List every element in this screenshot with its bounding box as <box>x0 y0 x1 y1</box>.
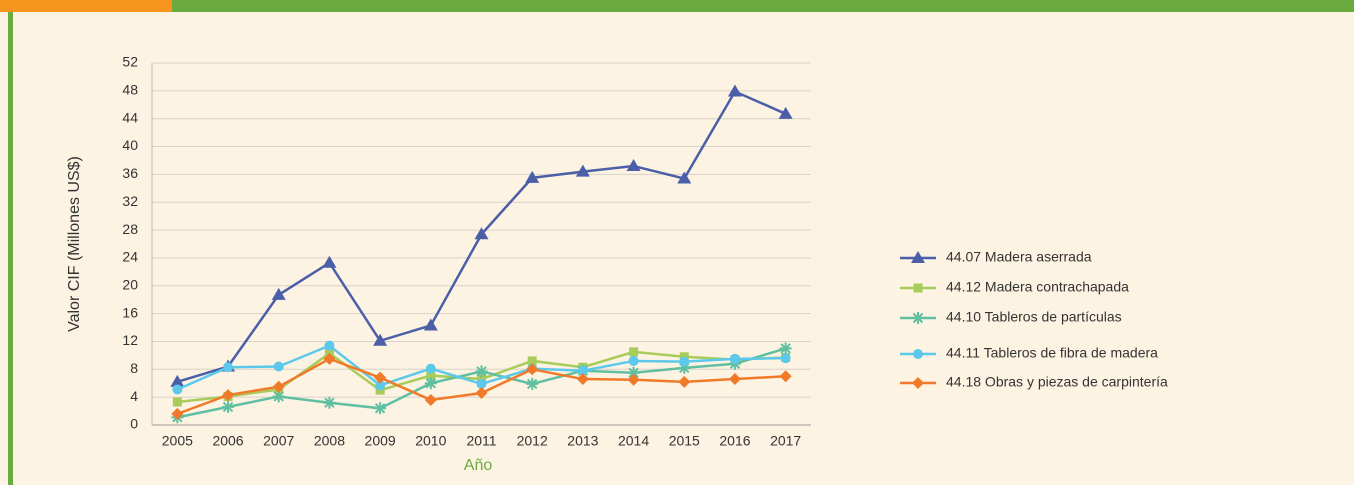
legend-label: 44.10 Tableros de partículas <box>946 309 1122 325</box>
data-point <box>526 363 539 376</box>
data-point <box>272 380 285 393</box>
y-tick-label: 8 <box>130 360 138 376</box>
y-tick-label: 52 <box>122 54 138 70</box>
data-point <box>171 407 184 420</box>
x-tick-label: 2010 <box>415 433 446 449</box>
data-point <box>627 366 640 379</box>
data-point <box>780 353 791 364</box>
data-point <box>426 371 436 381</box>
top-bar <box>0 0 1354 12</box>
data-point <box>679 356 690 367</box>
legend-marker <box>912 377 924 389</box>
y-tick-label: 28 <box>122 221 138 237</box>
data-point <box>424 393 437 406</box>
legend-marker <box>912 312 924 324</box>
x-tick-label: 2014 <box>618 433 649 449</box>
data-point <box>779 342 792 355</box>
data-point <box>677 171 692 184</box>
data-point <box>575 164 590 177</box>
data-point <box>222 400 235 413</box>
x-tick-label: 2015 <box>669 433 700 449</box>
data-point <box>629 347 639 357</box>
data-point <box>626 159 641 172</box>
x-tick-label: 2013 <box>567 433 598 449</box>
y-tick-label: 48 <box>122 82 138 98</box>
legend-marker <box>913 349 923 359</box>
x-tick-label: 2011 <box>466 433 496 449</box>
data-point <box>423 318 438 331</box>
y-tick-label: 16 <box>122 304 138 320</box>
data-point <box>170 374 185 387</box>
data-point <box>678 361 691 374</box>
legend-label: 44.11 Tableros de fibra de madera <box>946 345 1158 361</box>
data-point <box>527 356 537 366</box>
y-tick-label: 0 <box>130 416 138 432</box>
data-point <box>375 380 386 391</box>
y-axis-label: Valor CIF (Millones US$) <box>66 156 83 332</box>
x-tick-label: 2012 <box>517 433 548 449</box>
data-point <box>475 386 488 399</box>
data-point <box>223 362 234 373</box>
data-point <box>272 390 285 403</box>
data-point <box>729 353 740 364</box>
legend-marker <box>913 283 923 293</box>
data-point <box>271 287 286 300</box>
y-tick-label: 36 <box>122 165 138 181</box>
x-axis-label: Año <box>464 457 493 474</box>
data-point <box>778 106 793 119</box>
top-accent <box>0 0 172 12</box>
x-tick-label: 2017 <box>770 433 801 449</box>
x-tick-label: 2008 <box>314 433 345 449</box>
y-tick-label: 40 <box>122 137 138 153</box>
y-tick-label: 12 <box>122 332 138 348</box>
x-tick-label: 2016 <box>719 433 750 449</box>
data-point <box>374 402 387 415</box>
data-point <box>526 377 539 390</box>
data-point <box>779 370 792 383</box>
data-point <box>323 396 336 409</box>
data-point <box>322 255 337 268</box>
data-point <box>576 373 589 386</box>
data-point <box>678 375 691 388</box>
x-tick-label: 2005 <box>162 433 193 449</box>
x-tick-label: 2006 <box>212 433 243 449</box>
legend-label: 44.18 Obras y piezas de carpintería <box>946 374 1168 390</box>
y-tick-label: 32 <box>122 193 138 209</box>
legend-label: 44.07 Madera aserrada <box>946 249 1092 265</box>
legend-label: 44.12 Madera contrachapada <box>946 279 1129 295</box>
legend-marker <box>911 251 925 263</box>
data-point <box>525 170 540 183</box>
data-point <box>373 333 388 346</box>
data-point <box>474 227 489 240</box>
y-tick-label: 20 <box>122 276 138 292</box>
side-bar <box>8 12 13 485</box>
y-tick-label: 24 <box>122 249 138 265</box>
data-point <box>424 377 437 390</box>
data-point <box>374 371 387 384</box>
data-point <box>577 365 588 376</box>
data-point <box>324 340 335 351</box>
data-point <box>476 378 487 389</box>
y-tick-label: 4 <box>130 388 138 404</box>
data-point <box>323 352 336 365</box>
data-point <box>727 84 742 97</box>
data-point <box>222 389 235 402</box>
x-tick-label: 2007 <box>263 433 294 449</box>
data-point <box>475 365 488 378</box>
x-tick-label: 2009 <box>365 433 396 449</box>
y-tick-label: 44 <box>122 109 138 125</box>
data-point <box>728 373 741 386</box>
data-point <box>628 355 639 366</box>
data-point <box>172 384 183 395</box>
data-point <box>273 361 284 372</box>
data-point <box>172 397 182 407</box>
data-point <box>425 363 436 374</box>
data-point <box>627 373 640 386</box>
